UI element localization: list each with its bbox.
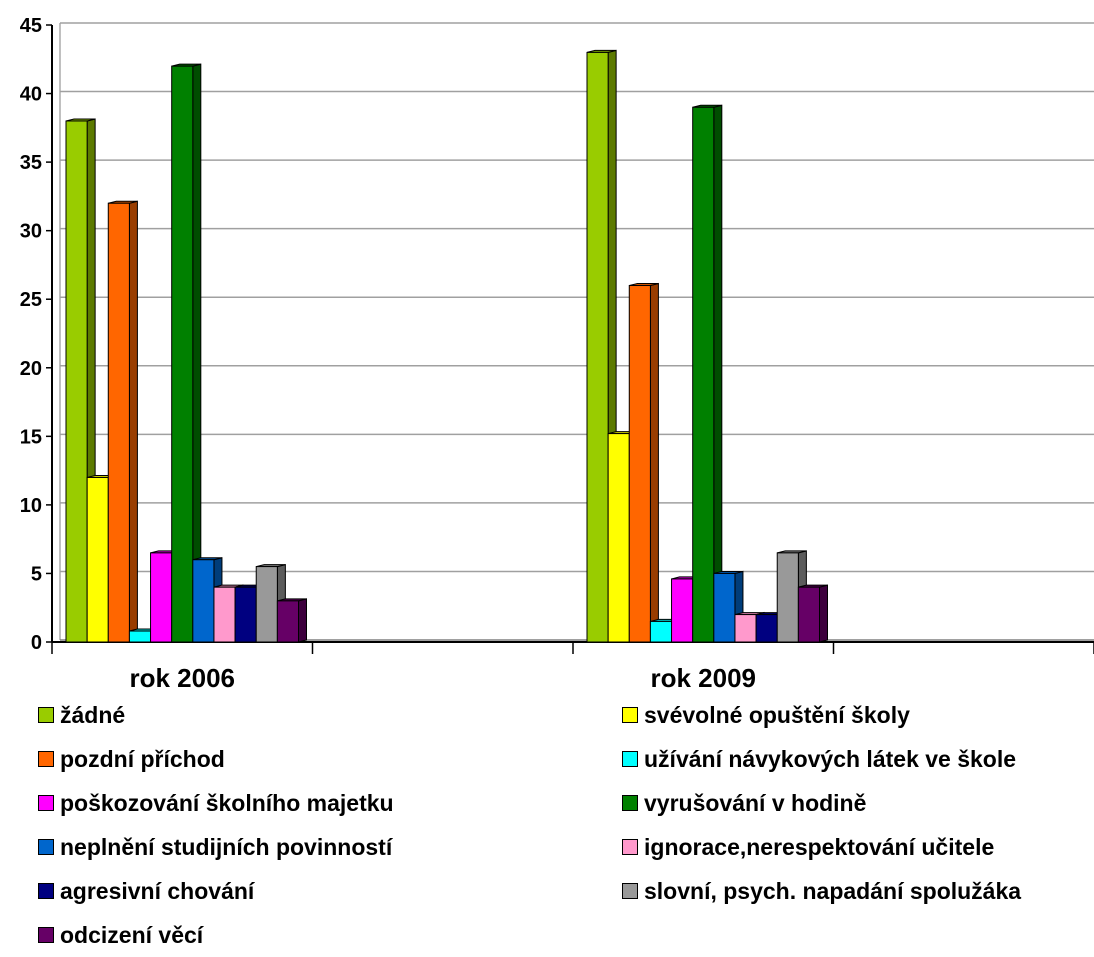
bar-front: [734, 614, 757, 643]
legend-item: žádné: [38, 700, 125, 730]
bar-front: [276, 600, 300, 643]
legend-swatch: [622, 751, 638, 767]
legend-label: slovní, psych. napadání spolužáka: [644, 877, 1022, 904]
bar-front: [107, 202, 130, 643]
y-tick-label: 0: [31, 632, 42, 654]
legend-item: agresivní chování: [38, 876, 254, 906]
bar: [107, 200, 138, 643]
legend-label: pozdní příchod: [60, 745, 225, 772]
x-category-label: rok 2006: [129, 663, 235, 693]
bar-side: [649, 282, 659, 643]
bar-front: [65, 120, 88, 643]
legend-swatch: [38, 883, 54, 899]
bar-front: [86, 476, 109, 643]
y-tick-label: 45: [20, 15, 42, 37]
legend-item: neplnění studijních povinností: [38, 832, 392, 862]
bar-side: [192, 63, 202, 643]
legend-swatch: [622, 839, 638, 855]
bar-front: [776, 552, 799, 643]
legend-item: ignorace,nerespektování učitele: [622, 832, 994, 862]
bar-front: [797, 586, 821, 643]
bar-front: [213, 586, 236, 643]
bar: [797, 584, 828, 643]
legend-swatch: [38, 751, 54, 767]
legend-item: odcizení věcí: [38, 920, 203, 950]
legend-label: ignorace,nerespektování učitele: [644, 833, 995, 860]
bar: [171, 63, 202, 643]
legend-swatch: [622, 883, 638, 899]
bar-front: [649, 620, 673, 643]
legend-swatch: [38, 795, 54, 811]
legend-label: svévolné opuštění školy: [644, 701, 910, 728]
bar-side: [713, 104, 723, 643]
legend-label: poškozování školního majetku: [60, 789, 394, 816]
bar-side: [298, 598, 307, 643]
bar-front: [755, 614, 778, 643]
y-tick-label: 35: [20, 152, 42, 174]
legend-swatch: [38, 707, 54, 723]
y-tick-label: 15: [20, 426, 42, 448]
legend-label: odcizení věcí: [60, 921, 204, 948]
legend-label: užívání návykových látek ve škole: [644, 745, 1017, 772]
y-tick-label: 30: [20, 221, 42, 243]
legend-swatch: [622, 795, 638, 811]
legend-label: neplnění studijních povinností: [60, 833, 393, 860]
bar-front: [171, 65, 194, 643]
bar-chart: 0 5 10 15 20 25 30 35 40 45 rok 2006 rok 2009: [20, 15, 1094, 693]
bar-front: [628, 285, 651, 643]
x-category-label: rok 2009: [650, 663, 756, 693]
y-tick-label: 40: [20, 84, 42, 106]
legend-item: pozdní příchod: [38, 744, 225, 774]
legend-swatch: [622, 707, 638, 723]
legend-swatch: [38, 927, 54, 943]
bar-front: [192, 559, 215, 643]
legend-label: agresivní chování: [60, 877, 255, 904]
chart-legend: žádné svévolné opuštění školy pozdní přích…: [0, 700, 1094, 957]
legend-item: svévolné opuštění školy: [622, 700, 910, 730]
bar-front: [586, 51, 609, 643]
bar-front: [234, 586, 257, 643]
y-tick-label: 25: [20, 289, 42, 311]
bar: [628, 282, 659, 643]
bar-side: [819, 584, 828, 643]
legend-swatch: [38, 839, 54, 855]
legend-label: vyrušování v hodině: [644, 789, 867, 816]
bar: [276, 598, 307, 643]
bar: [692, 104, 723, 643]
bar-side: [128, 200, 138, 643]
legend-item: poškozování školního majetku: [38, 788, 394, 818]
bar-front: [255, 566, 278, 643]
bar-front: [671, 578, 694, 643]
legend-item: vyrušování v hodině: [622, 788, 866, 818]
bar-front: [607, 433, 630, 643]
legend-label: žádné: [60, 701, 126, 728]
bar-front: [150, 552, 173, 643]
y-tick-label: 20: [20, 358, 42, 380]
bar-front: [128, 630, 152, 643]
y-tick-label: 5: [31, 563, 42, 585]
legend-item: slovní, psych. napadání spolužáka: [622, 876, 1021, 906]
bar-front: [713, 572, 736, 643]
y-tick-label: 10: [20, 495, 42, 517]
legend-item: užívání návykových látek ve škole: [622, 744, 1016, 774]
bar-front: [692, 106, 715, 643]
